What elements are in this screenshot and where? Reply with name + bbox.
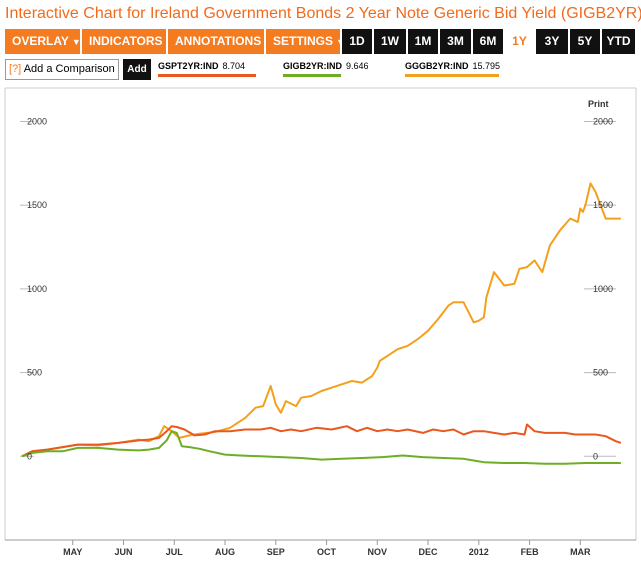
range-1d-button[interactable]: 1D: [342, 29, 372, 54]
range-1w-button[interactable]: 1W: [374, 29, 406, 54]
chart-title: Interactive Chart for Ireland Government…: [5, 5, 641, 22]
x-tick-label: SEP: [267, 547, 285, 557]
range-3m-button[interactable]: 3M: [440, 29, 471, 54]
legend-series-name: GSPT2YR:IND: [158, 61, 219, 71]
legend-swatch: [158, 74, 256, 77]
y-tick-label-right: 0: [593, 451, 598, 461]
series-line-gigb2yr-ind: [21, 430, 621, 465]
y-tick-label-left: 1000: [27, 284, 47, 294]
chevron-down-icon: ▼: [71, 37, 81, 47]
legend-series-value: 8.704: [222, 61, 246, 71]
y-tick-label-right: 1000: [593, 284, 613, 294]
series-line-gggb2yr-ind: [21, 182, 621, 458]
y-tick-label-right: 500: [593, 368, 608, 378]
x-tick-label: JUN: [115, 547, 133, 557]
legend-item-gspt2yr: GSPT2YR:IND 8.704: [158, 61, 274, 81]
y-tick-label-right: 2000: [593, 116, 613, 126]
x-tick-label: AUG: [215, 547, 235, 557]
y-tick-label-left: 1500: [27, 200, 47, 210]
x-tick-label: FEB: [521, 547, 540, 557]
comparison-input[interactable]: [?] Add a Comparison: [5, 59, 119, 80]
indicators-menu-label: INDICATORS: [89, 34, 163, 48]
y-tick-label-left: 500: [27, 368, 42, 378]
legend-series-name: GGGB2YR:IND: [405, 61, 469, 71]
x-tick-label: NOV: [368, 547, 388, 557]
settings-menu[interactable]: SETTINGS ▼: [266, 29, 345, 54]
legend-series-value: 9.646: [346, 61, 369, 71]
help-icon[interactable]: [?]: [9, 63, 22, 75]
range-6m-button[interactable]: 6M: [473, 29, 503, 54]
range-ytd-button[interactable]: YTD: [602, 29, 635, 54]
range-5y-button[interactable]: 5Y: [570, 29, 600, 54]
series-line-gspt2yr-ind: [21, 423, 622, 458]
x-tick-label: DEC: [419, 547, 439, 557]
x-tick-label: JUL: [166, 547, 184, 557]
legend-swatch: [405, 74, 499, 77]
range-1m-button[interactable]: 1M: [408, 29, 438, 54]
indicators-menu[interactable]: INDICATORS▼: [82, 29, 174, 54]
range-3y-button[interactable]: 3Y: [536, 29, 568, 54]
y-tick-label-left: 2000: [27, 116, 47, 126]
legend-series-value: 15.795: [472, 61, 501, 71]
chevron-down-icon: ▼: [336, 37, 345, 47]
overlay-menu-label: OVERLAY: [12, 34, 69, 48]
x-tick-label: 2012: [469, 547, 489, 557]
overlay-menu[interactable]: OVERLAY ▼: [5, 29, 81, 54]
x-tick-label: OCT: [317, 547, 337, 557]
x-tick-label: MAR: [570, 547, 591, 557]
legend-series-name: GIGB2YR:IND: [283, 61, 343, 71]
chart-toolbar: OVERLAY▼ INDICATORS▼ ANNOTATIONS▼ SETTIN…: [5, 29, 635, 54]
x-tick-label: MAY: [63, 547, 82, 557]
legend-item-gigb2yr: GIGB2YR:IND 9.646: [283, 61, 399, 81]
add-comparison-button[interactable]: Add: [123, 59, 151, 80]
annotations-menu-label: ANNOTATIONS: [175, 34, 262, 48]
settings-menu-label: SETTINGS: [273, 34, 334, 48]
print-link[interactable]: Print: [588, 99, 609, 109]
legend-swatch: [283, 74, 341, 77]
y-tick-label-left: 0: [27, 451, 32, 461]
y-tick-label-right: 1500: [593, 200, 613, 210]
range-1y-button[interactable]: 1Y: [505, 29, 534, 54]
comparison-input-label: Add a Comparison: [23, 63, 115, 75]
comparison-box: [?] Add a Comparison Add: [5, 59, 151, 82]
legend-item-gggb2yr: GGGB2YR:IND 15.795: [405, 61, 535, 81]
